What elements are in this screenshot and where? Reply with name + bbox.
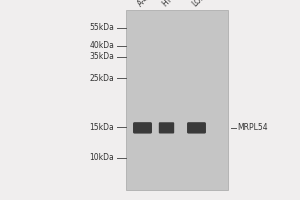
- Text: HT-29: HT-29: [160, 0, 182, 8]
- FancyBboxPatch shape: [188, 123, 205, 132]
- Text: LO2: LO2: [190, 0, 207, 8]
- FancyBboxPatch shape: [160, 124, 173, 132]
- FancyBboxPatch shape: [159, 124, 174, 132]
- FancyBboxPatch shape: [134, 123, 152, 133]
- FancyBboxPatch shape: [134, 123, 152, 133]
- Bar: [126, 10, 228, 190]
- FancyBboxPatch shape: [134, 123, 152, 133]
- FancyBboxPatch shape: [134, 123, 151, 133]
- FancyBboxPatch shape: [188, 123, 206, 133]
- FancyBboxPatch shape: [188, 124, 205, 132]
- FancyBboxPatch shape: [159, 123, 174, 133]
- FancyBboxPatch shape: [134, 124, 151, 132]
- Text: 40kDa: 40kDa: [89, 42, 114, 50]
- FancyBboxPatch shape: [188, 124, 205, 131]
- FancyBboxPatch shape: [188, 123, 206, 133]
- FancyBboxPatch shape: [188, 123, 205, 133]
- Text: 35kDa: 35kDa: [89, 52, 114, 61]
- FancyBboxPatch shape: [134, 123, 152, 133]
- FancyBboxPatch shape: [188, 124, 205, 132]
- FancyBboxPatch shape: [160, 124, 173, 131]
- FancyBboxPatch shape: [134, 124, 151, 131]
- Text: A-431: A-431: [136, 0, 158, 8]
- FancyBboxPatch shape: [159, 123, 174, 133]
- FancyBboxPatch shape: [159, 123, 174, 133]
- FancyBboxPatch shape: [188, 122, 206, 133]
- FancyBboxPatch shape: [134, 123, 151, 132]
- FancyBboxPatch shape: [134, 124, 151, 132]
- FancyBboxPatch shape: [188, 123, 206, 133]
- FancyBboxPatch shape: [188, 124, 205, 132]
- FancyBboxPatch shape: [159, 124, 174, 132]
- Text: 25kDa: 25kDa: [89, 74, 114, 83]
- FancyBboxPatch shape: [188, 123, 206, 133]
- FancyBboxPatch shape: [188, 124, 205, 132]
- Text: MRPL54: MRPL54: [237, 123, 268, 132]
- FancyBboxPatch shape: [159, 122, 174, 133]
- Text: 15kDa: 15kDa: [89, 122, 114, 132]
- Text: 55kDa: 55kDa: [89, 23, 114, 32]
- FancyBboxPatch shape: [133, 122, 152, 133]
- FancyBboxPatch shape: [159, 123, 174, 133]
- FancyBboxPatch shape: [159, 123, 174, 132]
- FancyBboxPatch shape: [159, 124, 174, 132]
- FancyBboxPatch shape: [134, 124, 151, 132]
- Text: 10kDa: 10kDa: [89, 153, 114, 162]
- FancyBboxPatch shape: [159, 123, 174, 133]
- FancyBboxPatch shape: [134, 124, 151, 132]
